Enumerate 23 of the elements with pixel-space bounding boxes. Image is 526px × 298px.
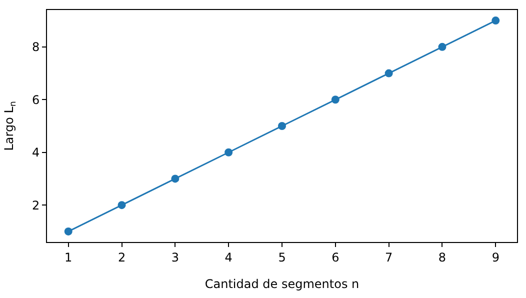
y-tick-label: 4 xyxy=(32,146,40,160)
x-tick-label: 3 xyxy=(171,250,179,264)
x-tick-label: 2 xyxy=(118,250,126,264)
point xyxy=(384,69,393,78)
x-tick-label: 7 xyxy=(385,250,393,264)
point xyxy=(492,16,500,25)
y-tick-label: 2 xyxy=(32,198,40,212)
x-axis-title: Cantidad de segmentos n xyxy=(204,277,360,291)
x-tick-label: 1 xyxy=(64,250,72,264)
point xyxy=(171,174,180,183)
x-tick-label: 9 xyxy=(492,250,500,264)
point xyxy=(118,201,126,210)
point xyxy=(278,122,286,130)
x-tick-label: 4 xyxy=(224,250,232,264)
x-tick-label: 6 xyxy=(332,250,340,264)
x-tick-label: 8 xyxy=(438,250,446,264)
point xyxy=(438,42,446,51)
point xyxy=(64,227,72,236)
x-tick-label: 5 xyxy=(278,250,286,264)
y-tick-label: 8 xyxy=(32,40,40,54)
point xyxy=(224,148,233,156)
point xyxy=(331,96,340,104)
y-tick-label: 6 xyxy=(32,92,40,107)
